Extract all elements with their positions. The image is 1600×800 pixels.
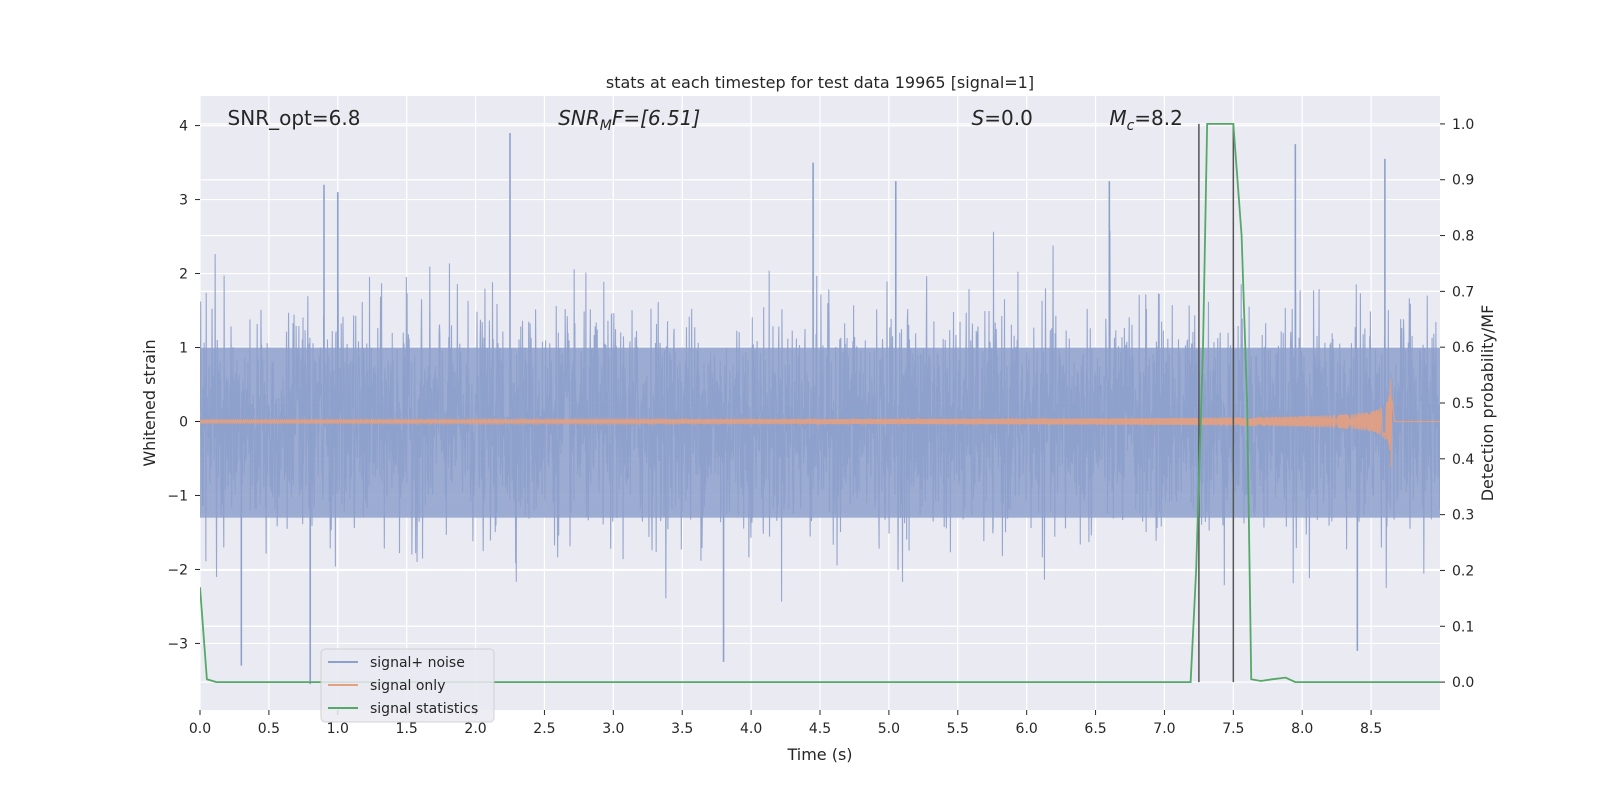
series-signal-statistics: [200, 123, 1440, 683]
x-tick-label-13: 6.5: [1084, 721, 1106, 737]
x-tick-label-11: 5.5: [947, 721, 969, 737]
x-tick-label-2: 1.0: [327, 721, 349, 737]
annotation-0: SNR_opt=6.8: [228, 106, 361, 130]
stats-line: [200, 123, 1440, 683]
x-tick-label-14: 7.0: [1153, 721, 1175, 737]
x-tick-label-6: 3.0: [602, 721, 624, 737]
yr-tick-label-9: 0.9: [1452, 173, 1474, 189]
annotation-3: Mc=8.2: [1109, 106, 1183, 134]
yr-tick-label-8: 0.8: [1452, 229, 1474, 245]
legend-label-signal: signal only: [370, 678, 445, 694]
yl-tick-label-1: −2: [167, 562, 188, 578]
yl-tick-label-5: 2: [179, 267, 188, 283]
x-tick-label-5: 2.5: [533, 721, 555, 737]
x-tick-label-10: 5.0: [878, 721, 900, 737]
plot-area: [200, 123, 1440, 685]
x-tick-label-4: 2.0: [464, 721, 486, 737]
x-tick-label-7: 3.5: [671, 721, 693, 737]
yl-tick-label-6: 3: [179, 193, 188, 209]
yl-tick-label-4: 1: [179, 341, 188, 357]
legend-label-stats: signal statistics: [370, 701, 478, 717]
yr-tick-label-7: 0.7: [1452, 284, 1474, 300]
x-tick-label-17: 8.5: [1360, 721, 1382, 737]
yr-tick-label-4: 0.4: [1452, 452, 1474, 468]
legend-label-noise: signal+ noise: [370, 655, 465, 671]
x-tick-label-3: 1.5: [396, 721, 418, 737]
noise-core-band: [200, 347, 1440, 518]
x-tick-label-8: 4.0: [740, 721, 762, 737]
vertical-lines: [1198, 123, 1235, 683]
y-ticks-right: 0.0 0.1 0.2 0.3 0.4 0.5 0.6 0.7 0.8 0.9 1.0: [1440, 117, 1474, 691]
chart-title: stats at each timestep for test data 199…: [606, 73, 1034, 92]
y-axis-label-right: Detection probability/MF: [1478, 305, 1497, 502]
yl-tick-label-2: −1: [167, 488, 188, 504]
signal-line: [200, 379, 1440, 467]
yr-tick-label-6: 0.6: [1452, 340, 1474, 356]
yr-tick-label-3: 0.3: [1452, 508, 1474, 524]
annotation-2: S=0.0: [972, 106, 1033, 130]
yl-tick-label-3: 0: [179, 414, 188, 430]
legend: signal+ noise signal only signal statist…: [320, 648, 495, 723]
x-tick-label-15: 7.5: [1222, 721, 1244, 737]
annotation-1: SNRMF=[6.51]: [558, 106, 700, 134]
yl-tick-label-7: 4: [179, 119, 188, 135]
yr-tick-label-10: 1.0: [1452, 117, 1474, 133]
x-axis-label: Time (s): [786, 745, 852, 764]
yl-tick-label-0: −3: [167, 636, 188, 652]
yr-tick-label-1: 0.1: [1452, 619, 1474, 635]
x-tick-label-16: 8.0: [1291, 721, 1313, 737]
y-axis-label-left: Whitened strain: [140, 339, 159, 466]
yr-tick-label-2: 0.2: [1452, 563, 1474, 579]
x-tick-label-12: 6.0: [1016, 721, 1038, 737]
annotations: SNR_opt=6.8 SNRMF=[6.51] S=0.0 Mc=8.2: [228, 106, 1183, 134]
x-tick-label-9: 4.5: [809, 721, 831, 737]
x-tick-label-1: 0.5: [258, 721, 280, 737]
x-tick-label-0: 0.0: [189, 721, 211, 737]
legend-box: [320, 648, 495, 723]
yr-tick-label-0: 0.0: [1452, 675, 1474, 691]
x-ticks: 0.0 0.5 1.0 1.5 2.0 2.5 3.0 3.5 4.0 4.5 5.0 5.5 6.0 6…: [189, 710, 1382, 737]
series-signal-only: [200, 379, 1440, 467]
y-ticks-left: −3 −2 −1 0 1 2 3 4: [167, 119, 200, 652]
yr-tick-label-5: 0.5: [1452, 396, 1474, 412]
